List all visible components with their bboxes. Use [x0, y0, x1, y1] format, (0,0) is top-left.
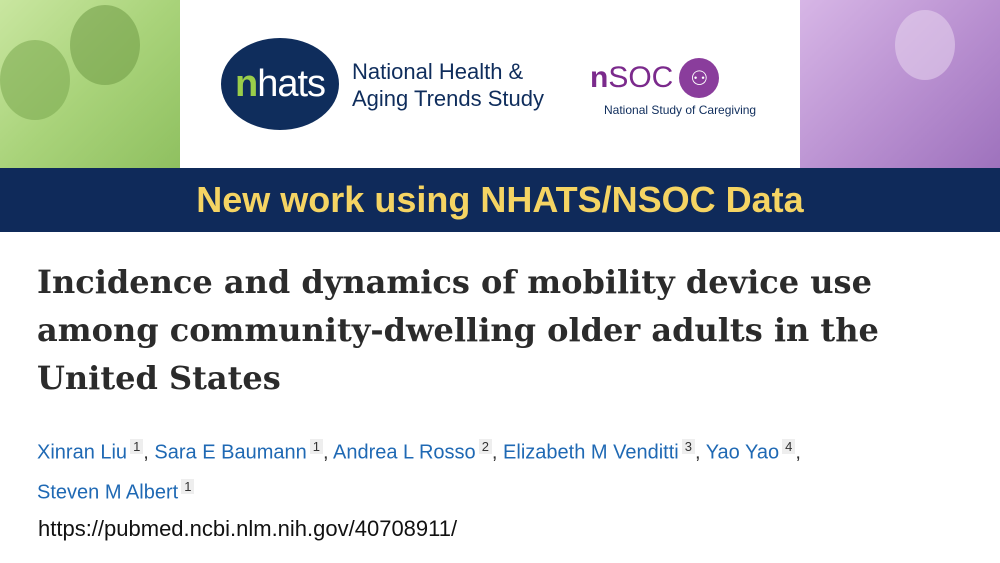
author-link[interactable]: Yao Yao: [705, 441, 780, 464]
affiliation-ref[interactable]: 1: [309, 439, 323, 454]
older-couple-photo: [0, 0, 180, 168]
nhats-logo: n hats: [221, 38, 339, 130]
affiliation-ref[interactable]: 2: [478, 439, 492, 454]
article-url[interactable]: https://pubmed.ncbi.nlm.nih.gov/40708911…: [38, 516, 458, 541]
affiliation-ref[interactable]: 1: [130, 439, 144, 454]
headline: New work using NHATS/NSOC Data: [196, 179, 804, 220]
author-link[interactable]: Sara E Baumann: [154, 441, 307, 464]
nhats-name-line1: National Health &: [352, 59, 524, 84]
affiliation-ref[interactable]: 4: [782, 439, 796, 454]
author-link[interactable]: Xinran Liu: [37, 441, 128, 464]
author-link[interactable]: Steven M Albert: [37, 481, 179, 504]
banner: n hats National Health & Aging Trends Stu…: [0, 0, 1000, 168]
author-list: Xinran Liu 1, Sara E Baumann 1, Andrea L R…: [37, 439, 801, 504]
nsoc-logo: nSOC ⚇: [590, 58, 720, 98]
caregiving-people-icon: ⚇: [679, 58, 720, 98]
headline-bar: New work using NHATS/NSOC Data: [0, 168, 1000, 232]
nhats-full-name: National Health & Aging Trends Study: [352, 58, 544, 112]
nhats-name-line2: Aging Trends Study: [352, 86, 545, 111]
article-title: Incidence and dynamics of mobility devic…: [37, 263, 879, 397]
author-link[interactable]: Andrea L Rosso: [333, 441, 476, 464]
nsoc-full-name: National Study of Caregiving: [604, 103, 757, 117]
author-link[interactable]: Elizabeth M Venditti: [503, 441, 679, 464]
affiliation-ref[interactable]: 1: [181, 478, 195, 494]
older-woman-photo: [800, 0, 1000, 168]
affiliation-ref[interactable]: 3: [681, 439, 695, 454]
